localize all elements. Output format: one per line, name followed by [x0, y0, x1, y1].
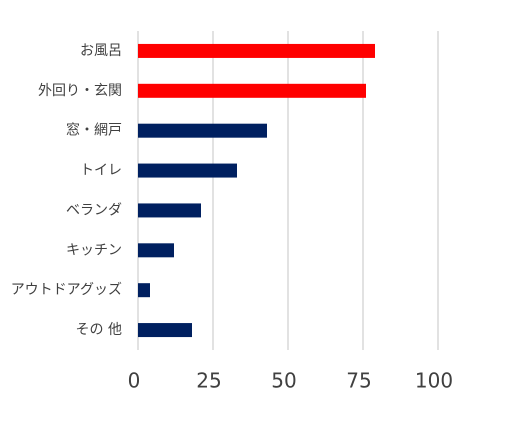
x-tick-label: 75	[346, 369, 371, 393]
y-tick-label: アウトドアグッズ	[11, 282, 122, 298]
y-tick-label: その 他	[76, 322, 122, 338]
y-tick-label: 窓・網戸	[66, 122, 122, 139]
bar	[138, 123, 267, 138]
bar	[138, 43, 375, 58]
x-tick-label: 50	[271, 369, 296, 393]
bar	[138, 83, 366, 98]
bar	[138, 283, 150, 298]
y-tick-label: ベランダ	[66, 202, 122, 218]
bar	[138, 163, 237, 178]
x-tick-label: 100	[415, 369, 453, 393]
y-tick-label: 外回り・玄関	[38, 82, 122, 99]
x-tick-label: 0	[128, 369, 141, 393]
bar	[138, 323, 192, 338]
bar	[138, 243, 174, 258]
bar	[138, 203, 201, 218]
x-tick-label: 25	[196, 369, 221, 393]
y-tick-label: キッチン	[66, 242, 122, 258]
y-tick-label: お風呂	[80, 43, 122, 59]
y-tick-label: トイレ	[80, 163, 122, 179]
